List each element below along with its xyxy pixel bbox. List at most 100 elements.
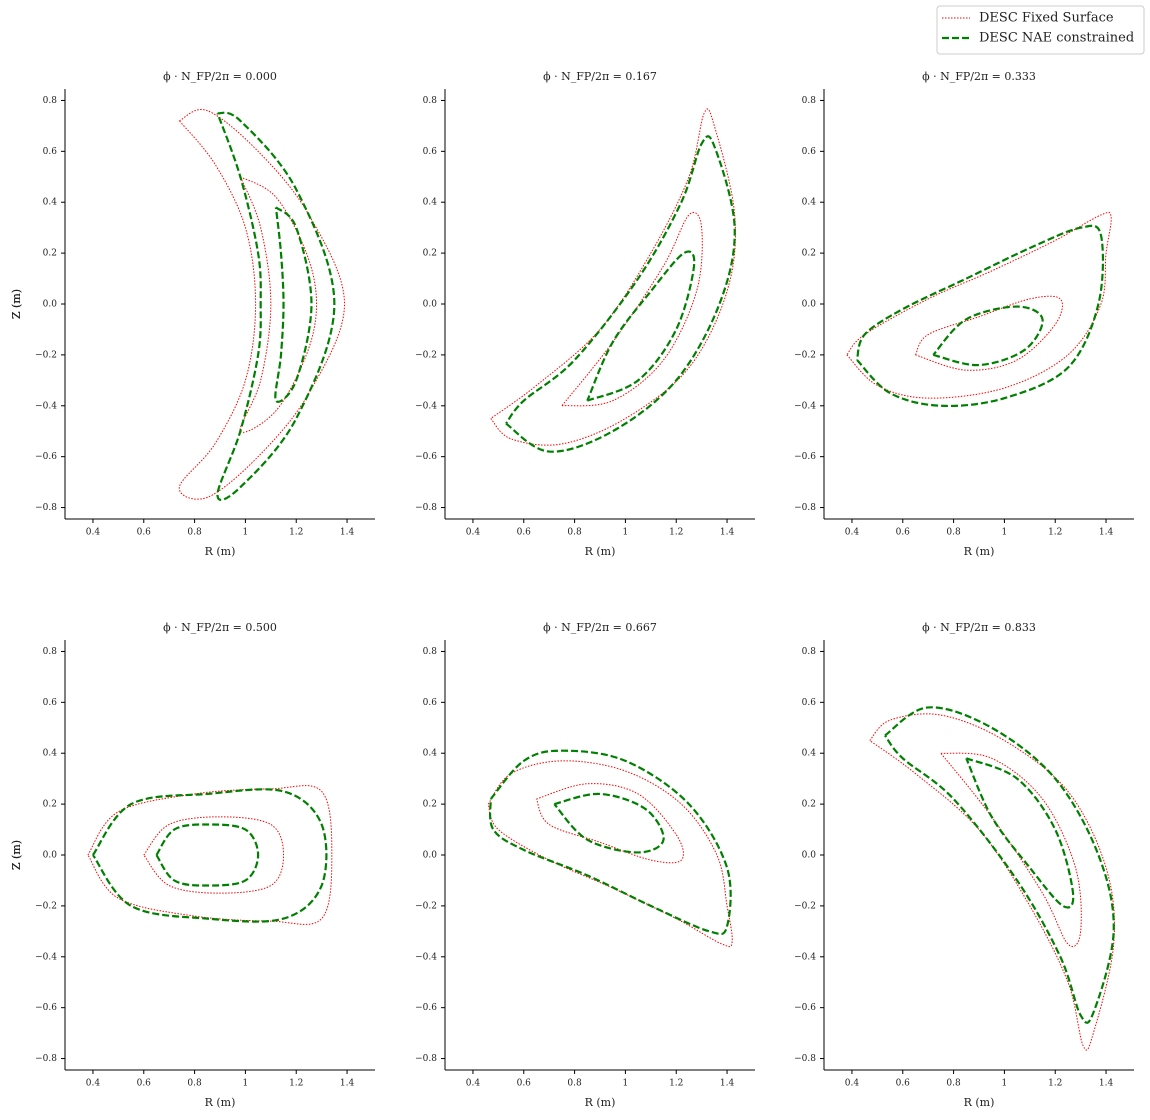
y-tick-label: 0.4 [802,198,817,208]
x-tick-label: 0.8 [946,528,961,538]
y-tick-label: 0.0 [423,851,438,861]
x-tick-label: 1.2 [669,528,683,538]
y-tick-label: 0.2 [43,800,57,810]
y-tick-label: −0.8 [415,1054,437,1064]
y-tick-label: 0.0 [423,300,438,310]
x-tick-label: 1 [243,1079,249,1089]
x-tick-label: 0.8 [567,1079,582,1089]
x-tick-label: 1.4 [720,1079,735,1089]
y-tick-label: −0.2 [35,901,57,911]
y-tick-label: 0.6 [43,698,58,708]
x-tick-label: 0.4 [86,1079,101,1089]
x-axis-label: R (m) [205,1096,236,1109]
x-tick-label: 0.6 [517,528,532,538]
y-tick-label: 0.6 [802,147,817,157]
y-axis-label: Z (m) [10,289,23,319]
y-tick-label: −0.2 [415,901,437,911]
flux-surface [884,706,1115,1024]
x-tick-label: 0.8 [567,528,582,538]
y-tick-label: 0.4 [43,749,58,759]
x-tick-label: 1 [623,528,629,538]
flux-surface [178,109,346,500]
x-tick-label: 1.4 [1099,528,1114,538]
y-axis-label: Z (m) [10,840,23,870]
legend-box [936,5,1145,55]
y-tick-label: 0.2 [802,800,816,810]
x-tick-label: 1.2 [289,1079,303,1089]
x-tick-label: 0.4 [845,1079,860,1089]
x-tick-label: 0.8 [946,1079,961,1089]
y-tick-label: −0.6 [415,1003,437,1013]
x-axis-label: R (m) [964,1096,995,1109]
y-tick-label: −0.8 [794,1054,816,1064]
x-tick-label: 1.4 [1099,1079,1114,1089]
y-tick-label: 0.8 [423,647,438,657]
flux-surface [216,111,336,501]
flux-surface [490,108,736,446]
y-tick-label: 0.8 [43,96,58,106]
chart-title: ϕ · N_FP/2π = 0.000 [163,70,277,83]
y-tick-label: −0.6 [35,1003,57,1013]
y-tick-label: −0.8 [35,503,57,513]
x-tick-label: 1.4 [340,1079,355,1089]
y-tick-label: −0.2 [794,350,816,360]
y-tick-label: −0.4 [794,401,816,411]
y-tick-label: −0.2 [794,901,816,911]
y-tick-label: 0.6 [423,698,438,708]
y-axis-label: Z (m) [10,840,23,870]
legend-label: DESC NAE constrained [979,31,1134,46]
x-tick-label: 0.6 [517,1079,532,1089]
x-tick-label: 1 [243,528,249,538]
y-tick-label: −0.2 [415,350,437,360]
y-tick-label: 0.0 [802,851,817,861]
x-axis-label: R (m) [585,545,616,558]
x-tick-label: 0.8 [187,1079,202,1089]
y-tick-label: 0.0 [802,300,817,310]
x-tick-label: 0.6 [137,1079,152,1089]
y-tick-label: 0.8 [802,96,817,106]
y-tick-label: 0.6 [423,147,438,157]
y-tick-label: −0.6 [794,452,816,462]
y-tick-label: 0.8 [802,647,817,657]
y-tick-label: −0.4 [35,401,57,411]
x-tick-label: 1.4 [720,528,735,538]
y-tick-label: 0.2 [423,249,437,259]
y-tick-label: −0.8 [415,503,437,513]
chart-title: ϕ · N_FP/2π = 0.333 [922,70,1036,83]
x-axis-label: R (m) [585,1096,616,1109]
flux-surface [846,211,1112,399]
flux-surface [487,760,733,948]
x-tick-label: 0.6 [896,528,911,538]
y-tick-label: 0.4 [423,198,438,208]
flux-surface [87,785,333,925]
chart-title: ϕ · N_FP/2π = 0.500 [163,621,277,634]
y-tick-label: 0.6 [802,698,817,708]
x-tick-label: 0.8 [187,528,202,538]
y-tick-label: 0.6 [43,147,58,157]
x-tick-label: 0.6 [137,528,152,538]
y-tick-label: −0.6 [35,452,57,462]
flux-surface [92,788,328,923]
y-tick-label: −0.6 [415,452,437,462]
y-tick-label: −0.4 [35,952,57,962]
x-tick-label: 1.2 [289,528,303,538]
flux-surface [505,135,736,453]
x-tick-label: 1 [623,1079,629,1089]
y-tick-label: −0.4 [415,401,437,411]
y-axis-label: Z (m) [10,840,23,870]
x-tick-label: 0.4 [86,528,101,538]
y-tick-label: 0.2 [802,249,816,259]
y-tick-label: −0.2 [35,350,57,360]
chart-title: ϕ · N_FP/2π = 0.167 [543,70,657,83]
y-tick-label: −0.4 [794,952,816,962]
x-tick-label: 0.4 [845,528,860,538]
y-tick-label: 0.2 [43,249,57,259]
x-tick-label: 1.2 [1048,1079,1062,1089]
x-tick-label: 1.2 [1048,528,1062,538]
y-tick-label: −0.6 [794,1003,816,1013]
y-tick-label: 0.4 [423,749,438,759]
y-tick-label: 0.0 [43,300,58,310]
y-tick-label: −0.8 [794,503,816,513]
y-tick-label: −0.4 [415,952,437,962]
